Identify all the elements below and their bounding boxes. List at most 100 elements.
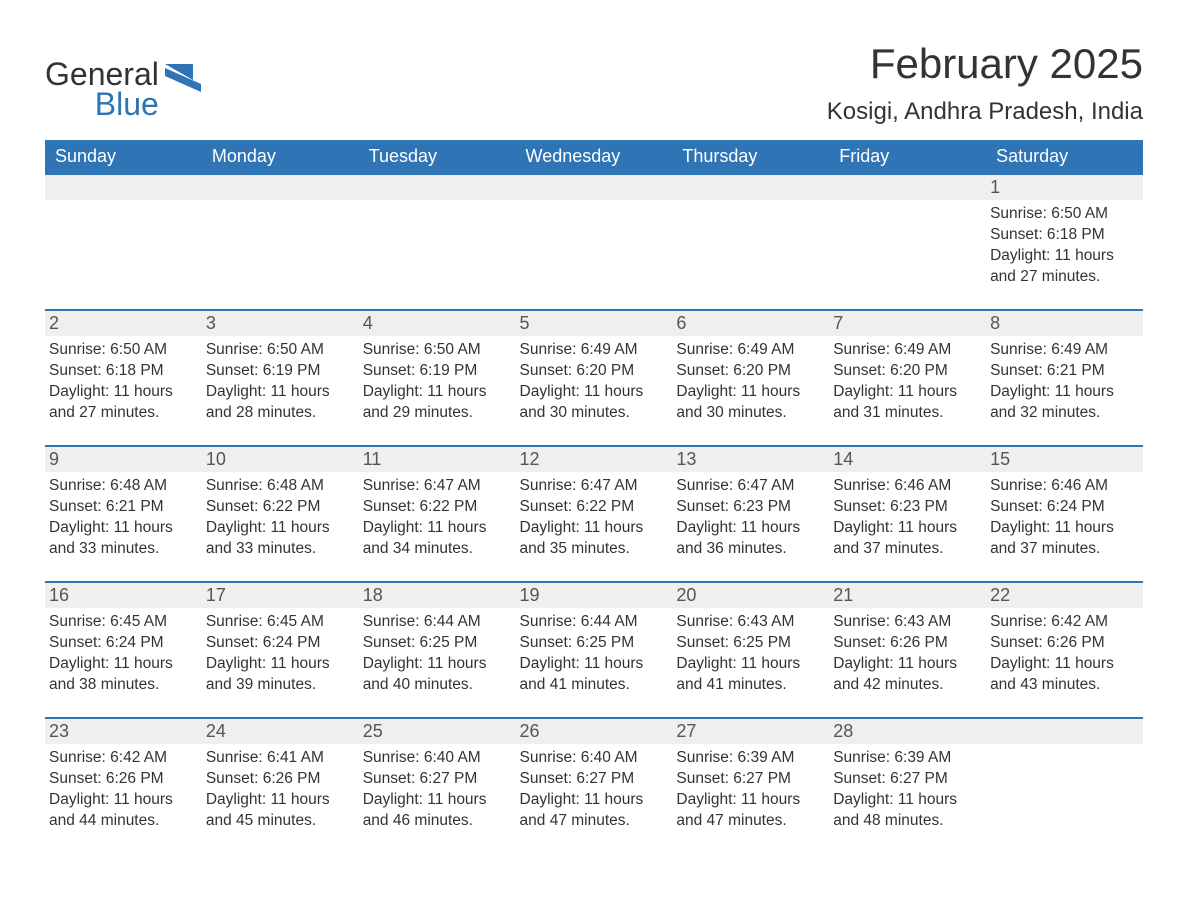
day-number-cell: 23 bbox=[45, 718, 202, 744]
sunrise-line: Sunrise: 6:50 AM bbox=[49, 340, 196, 361]
daylight-line: Daylight: 11 hours and 45 minutes. bbox=[206, 790, 353, 832]
title-block: February 2025 Kosigi, Andhra Pradesh, In… bbox=[827, 40, 1143, 132]
day-number-cell: 28 bbox=[829, 718, 986, 744]
day-number-cell bbox=[202, 174, 359, 200]
day-cell bbox=[516, 200, 673, 310]
sunrise-line: Sunrise: 6:48 AM bbox=[49, 476, 196, 497]
day-cell: Sunrise: 6:49 AMSunset: 6:21 PMDaylight:… bbox=[986, 336, 1143, 446]
daylight-line: Daylight: 11 hours and 36 minutes. bbox=[676, 518, 823, 560]
sunrise-line: Sunrise: 6:39 AM bbox=[833, 748, 980, 769]
daylight-line: Daylight: 11 hours and 41 minutes. bbox=[676, 654, 823, 696]
header: General Blue February 2025 Kosigi, Andhr… bbox=[45, 40, 1143, 132]
day-cell: Sunrise: 6:42 AMSunset: 6:26 PMDaylight:… bbox=[986, 608, 1143, 718]
day-cell: Sunrise: 6:42 AMSunset: 6:26 PMDaylight:… bbox=[45, 744, 202, 854]
day-cell: Sunrise: 6:45 AMSunset: 6:24 PMDaylight:… bbox=[45, 608, 202, 718]
day-cell: Sunrise: 6:50 AMSunset: 6:18 PMDaylight:… bbox=[986, 200, 1143, 310]
daynum-row: 232425262728 bbox=[45, 718, 1143, 744]
daylight-line: Daylight: 11 hours and 48 minutes. bbox=[833, 790, 980, 832]
month-title: February 2025 bbox=[827, 40, 1143, 88]
day-number-cell: 12 bbox=[516, 446, 673, 472]
day-cell: Sunrise: 6:50 AMSunset: 6:18 PMDaylight:… bbox=[45, 336, 202, 446]
sunrise-line: Sunrise: 6:49 AM bbox=[520, 340, 667, 361]
weekday-header-row: Sunday Monday Tuesday Wednesday Thursday… bbox=[45, 140, 1143, 174]
day-number-cell: 14 bbox=[829, 446, 986, 472]
daylight-line: Daylight: 11 hours and 32 minutes. bbox=[990, 382, 1137, 424]
day-number-cell: 1 bbox=[986, 174, 1143, 200]
sunrise-line: Sunrise: 6:50 AM bbox=[206, 340, 353, 361]
day-cell: Sunrise: 6:47 AMSunset: 6:23 PMDaylight:… bbox=[672, 472, 829, 582]
daylight-line: Daylight: 11 hours and 41 minutes. bbox=[520, 654, 667, 696]
logo: General Blue bbox=[45, 40, 207, 120]
day-number-cell: 17 bbox=[202, 582, 359, 608]
sunrise-line: Sunrise: 6:41 AM bbox=[206, 748, 353, 769]
sunset-line: Sunset: 6:27 PM bbox=[363, 769, 510, 790]
day-cell: Sunrise: 6:41 AMSunset: 6:26 PMDaylight:… bbox=[202, 744, 359, 854]
day-number-cell: 6 bbox=[672, 310, 829, 336]
daylight-line: Daylight: 11 hours and 30 minutes. bbox=[676, 382, 823, 424]
daylight-line: Daylight: 11 hours and 33 minutes. bbox=[206, 518, 353, 560]
sunset-line: Sunset: 6:26 PM bbox=[206, 769, 353, 790]
day-cell bbox=[829, 200, 986, 310]
sunrise-line: Sunrise: 6:47 AM bbox=[676, 476, 823, 497]
day-number-cell: 21 bbox=[829, 582, 986, 608]
day-cell: Sunrise: 6:48 AMSunset: 6:21 PMDaylight:… bbox=[45, 472, 202, 582]
day-cell: Sunrise: 6:47 AMSunset: 6:22 PMDaylight:… bbox=[359, 472, 516, 582]
calendar-body: 1Sunrise: 6:50 AMSunset: 6:18 PMDaylight… bbox=[45, 174, 1143, 854]
day-number-cell: 8 bbox=[986, 310, 1143, 336]
sunset-line: Sunset: 6:24 PM bbox=[206, 633, 353, 654]
sunset-line: Sunset: 6:21 PM bbox=[990, 361, 1137, 382]
sunrise-line: Sunrise: 6:44 AM bbox=[363, 612, 510, 633]
sunset-line: Sunset: 6:26 PM bbox=[833, 633, 980, 654]
day-number-cell bbox=[359, 174, 516, 200]
sunrise-line: Sunrise: 6:50 AM bbox=[363, 340, 510, 361]
day-cell: Sunrise: 6:46 AMSunset: 6:24 PMDaylight:… bbox=[986, 472, 1143, 582]
sunrise-line: Sunrise: 6:47 AM bbox=[520, 476, 667, 497]
daylight-line: Daylight: 11 hours and 31 minutes. bbox=[833, 382, 980, 424]
day-cell bbox=[45, 200, 202, 310]
sunrise-line: Sunrise: 6:46 AM bbox=[990, 476, 1137, 497]
day-cell bbox=[359, 200, 516, 310]
weekday-header: Monday bbox=[202, 140, 359, 174]
daynum-row: 1 bbox=[45, 174, 1143, 200]
day-number-cell bbox=[829, 174, 986, 200]
sunrise-line: Sunrise: 6:46 AM bbox=[833, 476, 980, 497]
daylight-line: Daylight: 11 hours and 40 minutes. bbox=[363, 654, 510, 696]
weekday-header: Friday bbox=[829, 140, 986, 174]
sunset-line: Sunset: 6:26 PM bbox=[990, 633, 1137, 654]
sunset-line: Sunset: 6:20 PM bbox=[520, 361, 667, 382]
sunrise-line: Sunrise: 6:49 AM bbox=[990, 340, 1137, 361]
sunrise-line: Sunrise: 6:39 AM bbox=[676, 748, 823, 769]
day-cell: Sunrise: 6:49 AMSunset: 6:20 PMDaylight:… bbox=[829, 336, 986, 446]
daylight-line: Daylight: 11 hours and 42 minutes. bbox=[833, 654, 980, 696]
sunset-line: Sunset: 6:22 PM bbox=[206, 497, 353, 518]
day-number-cell: 27 bbox=[672, 718, 829, 744]
day-cell: Sunrise: 6:46 AMSunset: 6:23 PMDaylight:… bbox=[829, 472, 986, 582]
sunset-line: Sunset: 6:20 PM bbox=[676, 361, 823, 382]
day-number-cell: 15 bbox=[986, 446, 1143, 472]
daylight-line: Daylight: 11 hours and 27 minutes. bbox=[49, 382, 196, 424]
day-cell: Sunrise: 6:47 AMSunset: 6:22 PMDaylight:… bbox=[516, 472, 673, 582]
day-cell bbox=[202, 200, 359, 310]
day-number-cell: 20 bbox=[672, 582, 829, 608]
day-cell: Sunrise: 6:48 AMSunset: 6:22 PMDaylight:… bbox=[202, 472, 359, 582]
day-number-cell: 2 bbox=[45, 310, 202, 336]
content-row: Sunrise: 6:48 AMSunset: 6:21 PMDaylight:… bbox=[45, 472, 1143, 582]
sunrise-line: Sunrise: 6:45 AM bbox=[49, 612, 196, 633]
daylight-line: Daylight: 11 hours and 44 minutes. bbox=[49, 790, 196, 832]
sunset-line: Sunset: 6:23 PM bbox=[676, 497, 823, 518]
daylight-line: Daylight: 11 hours and 43 minutes. bbox=[990, 654, 1137, 696]
daylight-line: Daylight: 11 hours and 46 minutes. bbox=[363, 790, 510, 832]
daynum-row: 2345678 bbox=[45, 310, 1143, 336]
daylight-line: Daylight: 11 hours and 37 minutes. bbox=[833, 518, 980, 560]
sunset-line: Sunset: 6:19 PM bbox=[363, 361, 510, 382]
daylight-line: Daylight: 11 hours and 35 minutes. bbox=[520, 518, 667, 560]
daylight-line: Daylight: 11 hours and 28 minutes. bbox=[206, 382, 353, 424]
sunrise-line: Sunrise: 6:42 AM bbox=[990, 612, 1137, 633]
sunset-line: Sunset: 6:27 PM bbox=[520, 769, 667, 790]
daylight-line: Daylight: 11 hours and 47 minutes. bbox=[676, 790, 823, 832]
sunrise-line: Sunrise: 6:43 AM bbox=[833, 612, 980, 633]
weekday-header: Saturday bbox=[986, 140, 1143, 174]
day-number-cell: 19 bbox=[516, 582, 673, 608]
sunrise-line: Sunrise: 6:48 AM bbox=[206, 476, 353, 497]
day-number-cell: 16 bbox=[45, 582, 202, 608]
